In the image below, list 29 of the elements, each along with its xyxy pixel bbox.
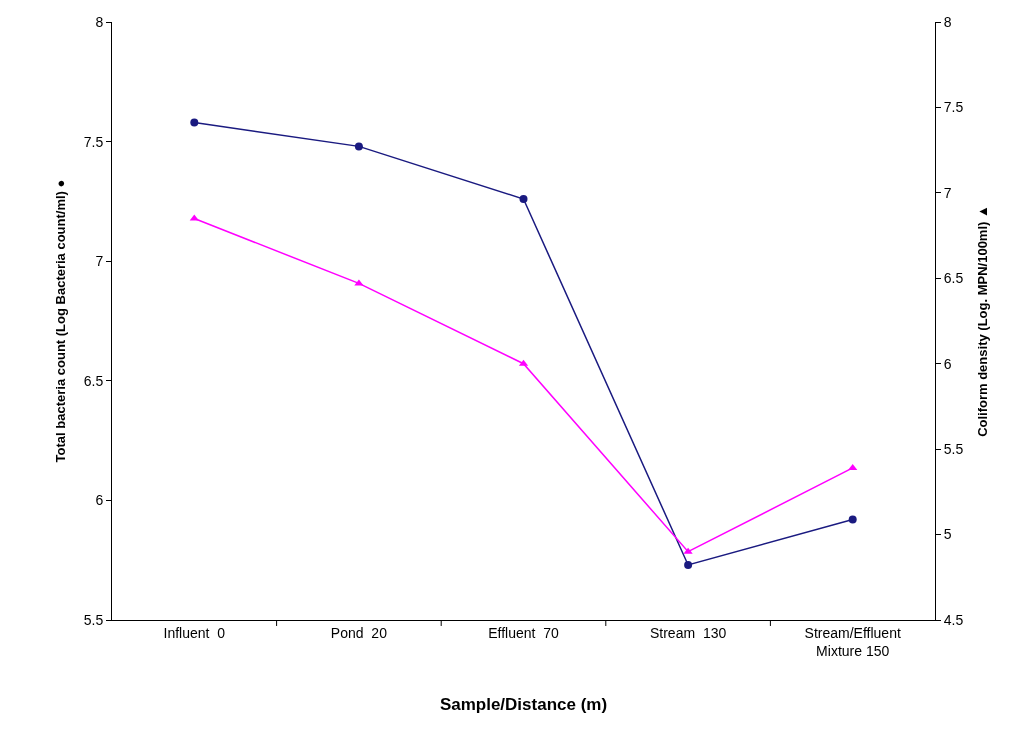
point bbox=[683, 547, 693, 554]
x-axis-title: Sample/Distance (m) bbox=[439, 695, 608, 715]
x-tick-label: Influent 0 bbox=[163, 624, 226, 641]
point bbox=[848, 515, 857, 524]
y2-tick-label: 7 bbox=[943, 184, 952, 201]
x-tick-label: Effluent 70 bbox=[488, 624, 559, 641]
y-tick-label: 6 bbox=[95, 492, 104, 509]
y2-axis-title: Coliform density (Log. MPN/100ml) ▲ bbox=[975, 205, 991, 437]
y2-tick-label: 7.5 bbox=[943, 99, 964, 116]
x-tick-label: Stream/Effluent Mixture 150 bbox=[804, 624, 901, 659]
y-tick-label: 6.5 bbox=[83, 372, 104, 389]
y-tick-label: 8 bbox=[95, 13, 104, 30]
y2-tick-label: 4.5 bbox=[943, 611, 964, 628]
point bbox=[519, 195, 528, 204]
y2-tick-label: 6.5 bbox=[943, 270, 964, 287]
y2-tick-label: 5.5 bbox=[943, 441, 964, 458]
y-tick-label: 5.5 bbox=[83, 611, 104, 628]
y2-tick-label: 6 bbox=[943, 355, 952, 372]
y-tick-label: 7 bbox=[95, 253, 104, 270]
y2-tick-label: 5 bbox=[943, 526, 952, 543]
point bbox=[190, 118, 199, 127]
y-tick-label: 7.5 bbox=[83, 133, 104, 150]
y-axis-title: Total bacteria count (Log Bacteria count/ml) ● bbox=[52, 179, 68, 463]
point bbox=[354, 142, 363, 151]
x-tick-label: Stream 130 bbox=[649, 624, 727, 641]
point bbox=[848, 463, 858, 470]
x-tick-label: Pond 20 bbox=[330, 624, 388, 641]
y2-tick-label: 8 bbox=[943, 13, 952, 30]
point bbox=[684, 560, 693, 569]
